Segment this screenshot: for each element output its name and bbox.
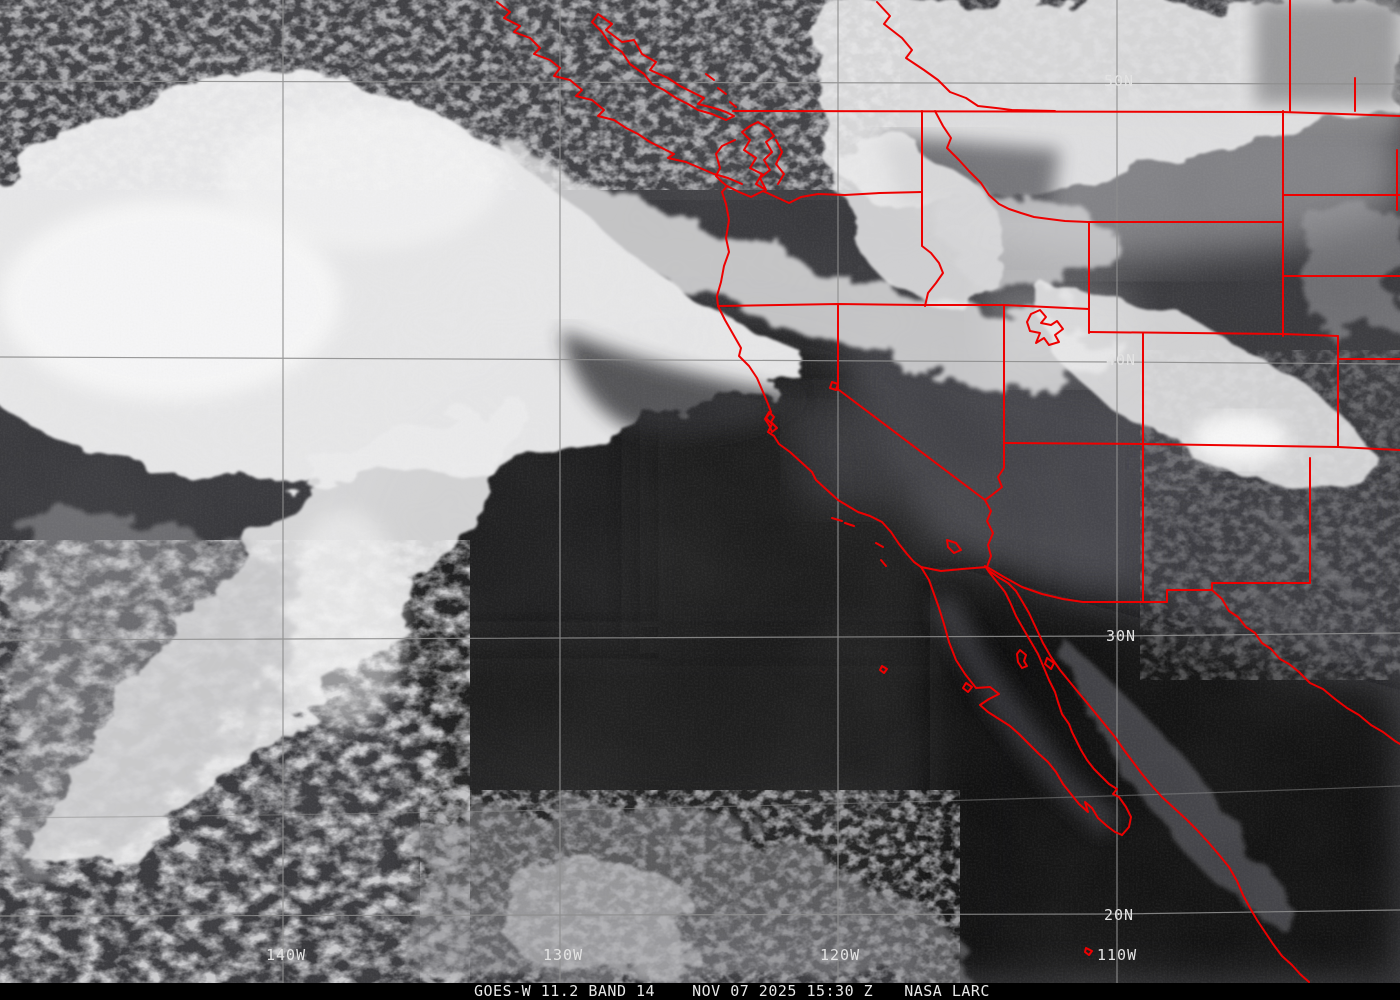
border-arizona-mexico: [986, 566, 1213, 603]
coastline-puget-sound: [741, 121, 785, 191]
border-id-mt: [934, 110, 1089, 223]
coastline-gulf-islands: [705, 73, 737, 108]
border-us-mexico-west: [920, 566, 988, 572]
latitude-label-40n: 40N: [1106, 351, 1137, 369]
coastline-bc-mainland: [496, 1, 743, 185]
latitude-label-50n: 50N: [1104, 72, 1135, 90]
border-nv-az-river: [984, 442, 1005, 501]
coastline-washington-oregon: [715, 139, 736, 307]
longitude-label-110w: 110W: [1097, 946, 1138, 964]
caption-credit: NASA LARC: [904, 982, 990, 1000]
caption-datetime: NOV 07 2025 15:30 Z: [692, 982, 874, 1000]
border-ca-nv-diagonal: [838, 389, 986, 501]
border-37n: [1003, 442, 1400, 451]
caption-bar: GOES-W 11.2 BAND 14 NOV 07 2025 15:30 Z …: [0, 983, 1400, 1000]
latitude-label-30n: 30N: [1106, 627, 1137, 645]
border-wa-or: [726, 185, 923, 204]
coastline-vancouver-island: [591, 13, 735, 121]
coastline-california: [717, 305, 922, 568]
caption-satellite-band: GOES-W 11.2 BAND 14: [474, 982, 656, 1000]
great-salt-lake: [1026, 309, 1064, 346]
longitude-label-120w: 120W: [820, 946, 861, 964]
border-bc-alberta: [876, 1, 1056, 112]
island-guadalupe: [879, 665, 888, 674]
island-tiburon: [1044, 657, 1055, 670]
river-rio-grande: [1211, 589, 1400, 745]
border-nm-tx-32n: [1211, 582, 1311, 591]
lake-tahoe: [829, 381, 839, 391]
coastline-mainland-mexico: [987, 569, 1310, 983]
longitude-label-140w: 140W: [266, 946, 307, 964]
border-or-id: [921, 191, 944, 307]
salton-sea: [946, 539, 962, 554]
river-colorado-ca-az: [984, 499, 994, 568]
island-socorro: [1084, 947, 1093, 956]
border-42n: [717, 303, 1090, 310]
longitude-label-130w: 130W: [543, 946, 584, 964]
island-cedros: [962, 682, 973, 693]
map-borders-overlay: [496, 0, 1400, 983]
island-angel-de-la-guarda: [1016, 649, 1028, 669]
latitude-label-20n: 20N: [1104, 906, 1135, 924]
gridline-lat-50n: [0, 80, 1400, 85]
coastline-baja-gulf: [984, 565, 1132, 836]
san-francisco-bay: [764, 411, 778, 433]
channel-islands: [831, 517, 887, 567]
coastline-baja-pacific: [920, 566, 1123, 836]
gridline-tropic: [0, 785, 1400, 819]
